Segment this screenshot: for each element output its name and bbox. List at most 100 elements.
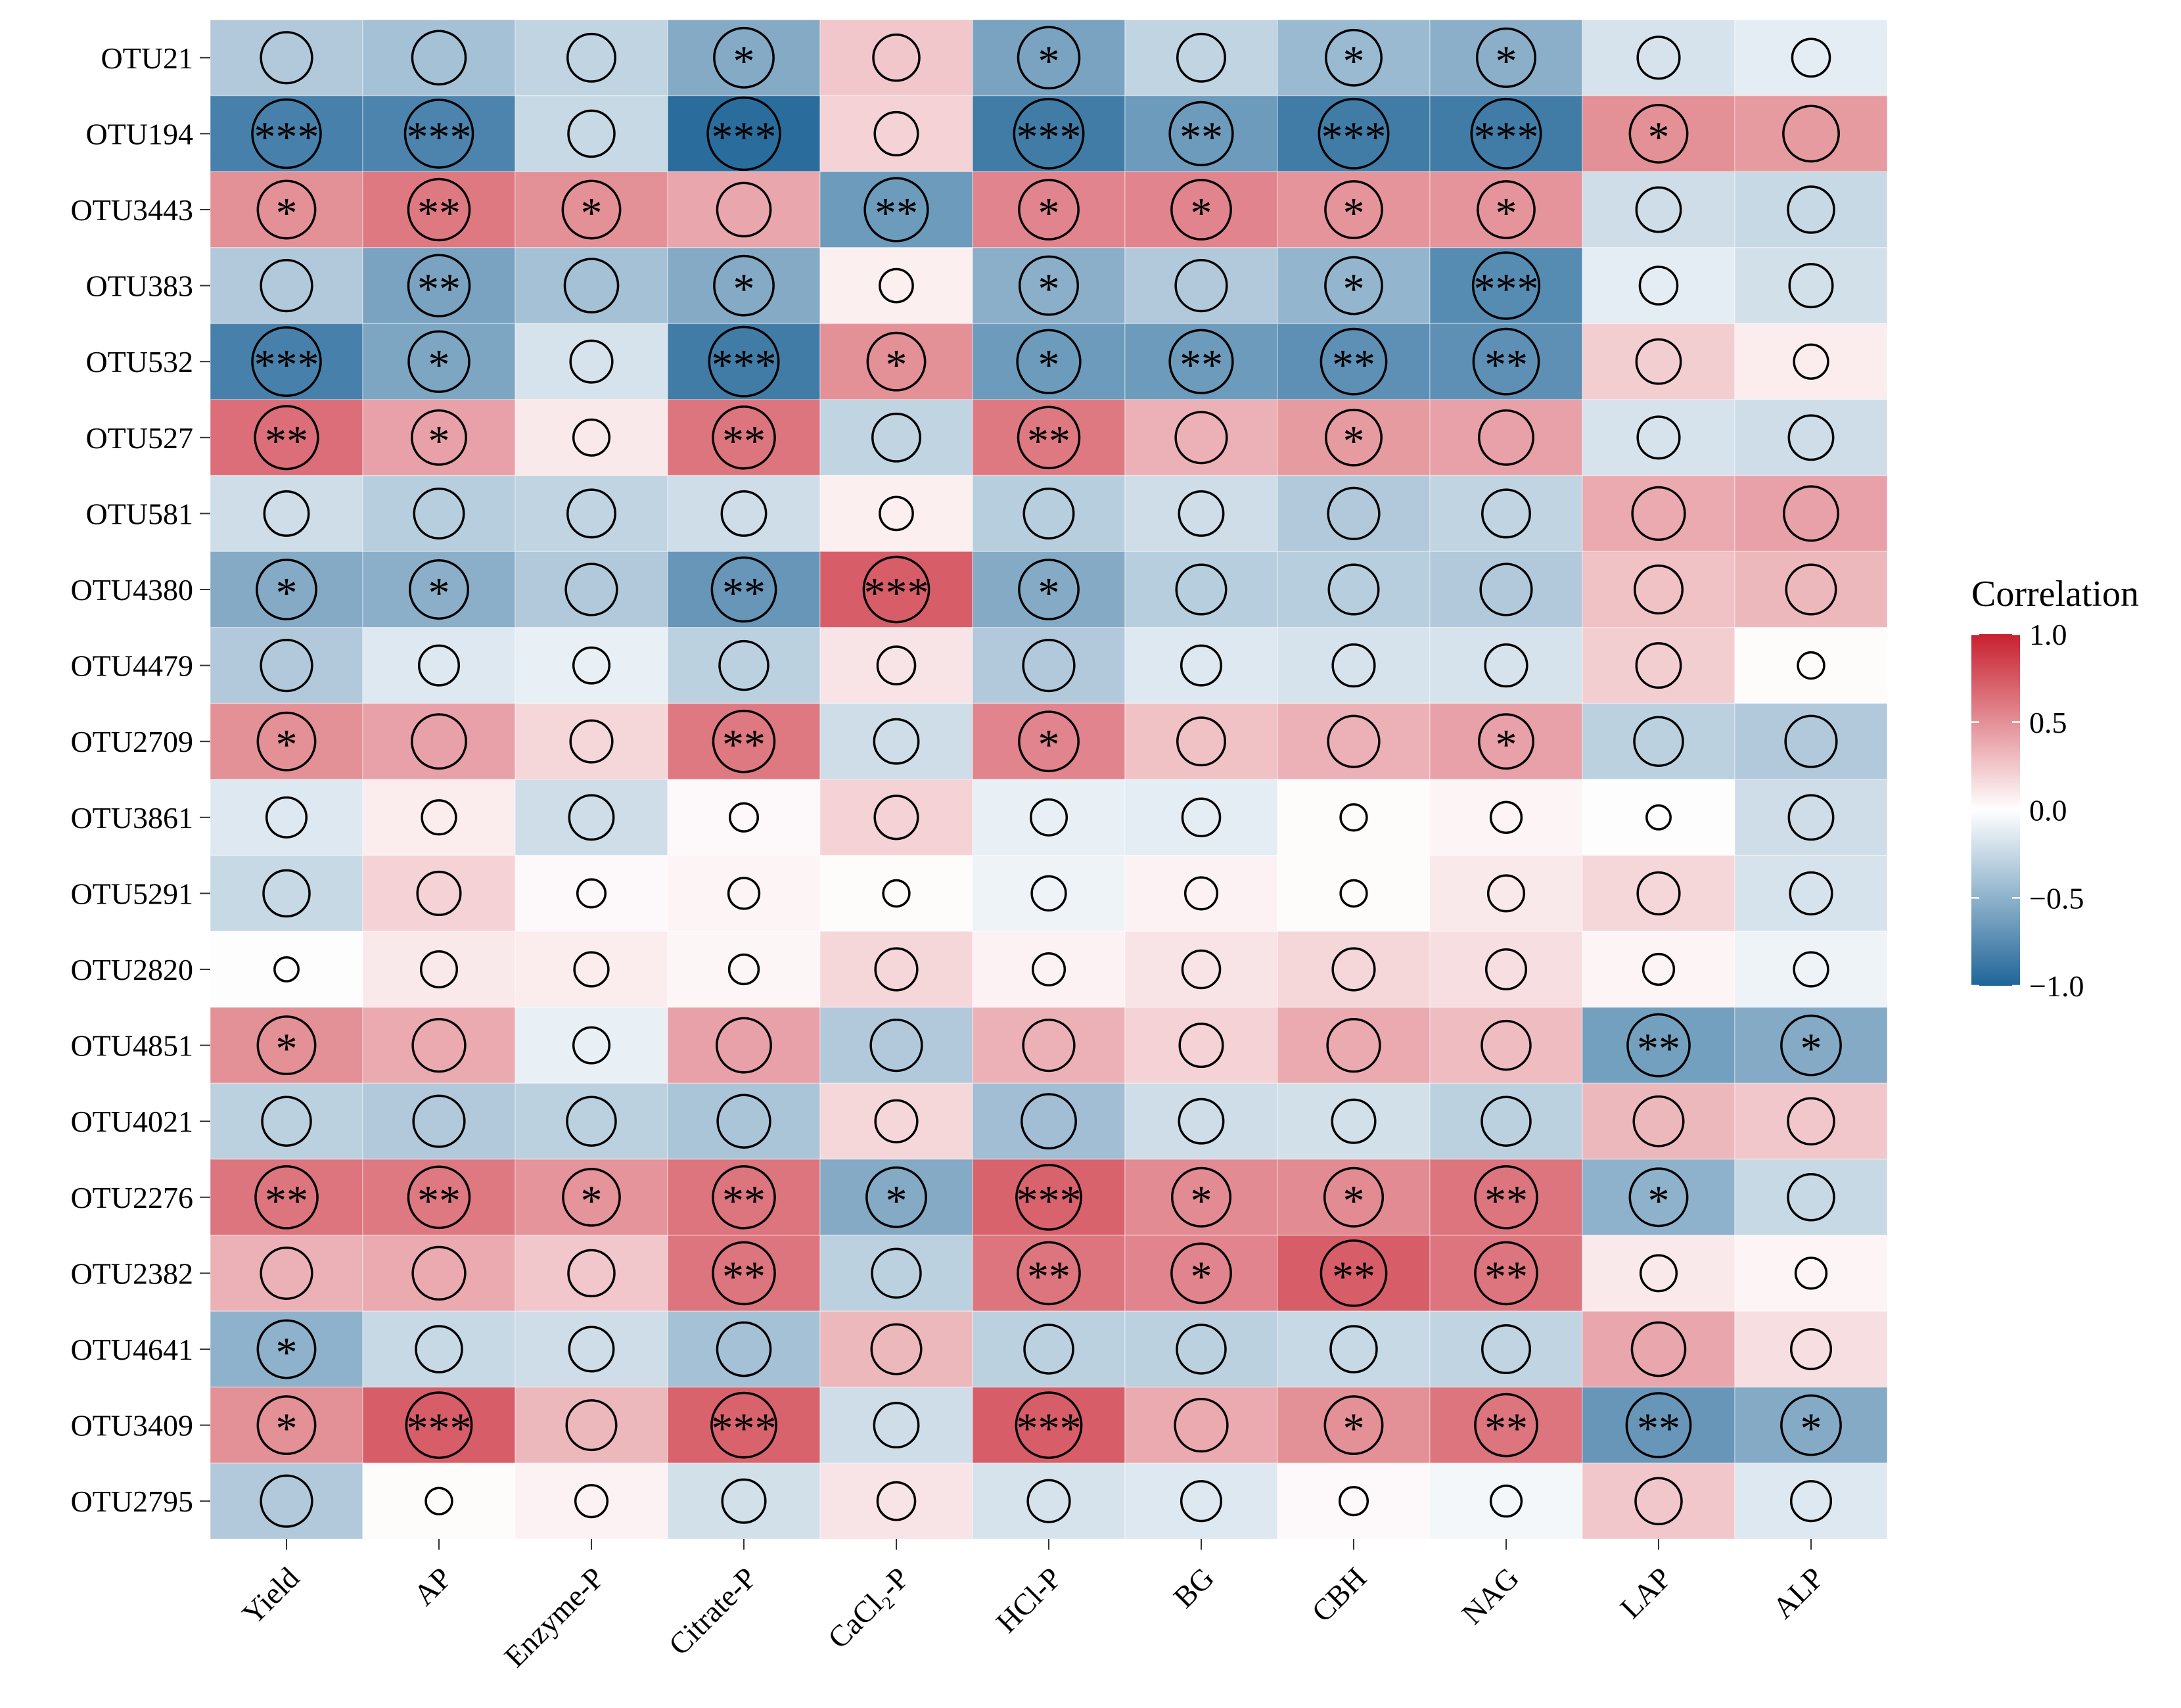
correlation-circle: [1324, 180, 1383, 239]
row-label: OTU4380: [70, 573, 193, 607]
correlation-circle: [1793, 343, 1829, 380]
color-legend: Correlation 1.0 0.5 0.0 −0.5 −1.0: [1971, 574, 2139, 1003]
heatmap-cell: [972, 1310, 1126, 1388]
heatmap-cell: [819, 247, 973, 325]
heatmap-cell: [210, 323, 363, 400]
correlation-circle: [260, 31, 313, 85]
correlation-circle: [1628, 103, 1689, 164]
row-label: OTU21: [101, 41, 193, 75]
heatmap-cell: [1429, 779, 1583, 856]
heatmap-cell: [515, 1082, 668, 1160]
significance-mark: *: [428, 341, 450, 389]
heatmap-cell: [515, 779, 668, 856]
correlation-circle: [1023, 1324, 1074, 1375]
correlation-circle: [1168, 101, 1234, 167]
correlation-circle: [1478, 409, 1534, 466]
significance-mark: ***: [1474, 265, 1539, 313]
heatmap-cell: [362, 551, 516, 628]
significance-mark: *: [886, 341, 907, 389]
heatmap-cell: [515, 323, 668, 400]
heatmap-cell: [819, 171, 973, 248]
correlation-circle: [573, 951, 610, 988]
correlation-circle: [1626, 1013, 1691, 1078]
heatmap-cell: [819, 1387, 973, 1464]
correlation-circle: [417, 644, 461, 687]
heatmap-cell: [1124, 703, 1278, 780]
heatmap-cell: [210, 1007, 363, 1084]
correlation-circle: [1175, 563, 1228, 616]
column-label: Enzyme-P: [498, 1561, 611, 1674]
row-label: OTU527: [85, 421, 193, 455]
heatmap-cell: [1582, 551, 1735, 628]
correlation-circle: [1176, 1324, 1227, 1375]
correlation-circle: [256, 179, 317, 240]
correlation-circle: [254, 1165, 319, 1230]
heatmap-cell: [972, 551, 1126, 628]
correlation-circle: [416, 870, 462, 916]
significance-mark: *: [1801, 1405, 1822, 1453]
correlation-circle: [1325, 28, 1383, 87]
significance-mark: *: [1191, 189, 1212, 237]
correlation-circle: [1470, 97, 1542, 170]
correlation-circle: [1320, 1239, 1388, 1307]
heatmap-cell: [1582, 627, 1735, 704]
correlation-circle: [1174, 411, 1228, 465]
correlation-circle: [263, 490, 310, 537]
heatmap-cell: [1734, 171, 1888, 248]
correlation-circle: [572, 1026, 611, 1065]
correlation-circle: [563, 258, 620, 313]
significance-mark: ***: [1321, 113, 1387, 161]
significance-mark: *: [276, 1405, 298, 1453]
correlation-circle: [873, 718, 920, 765]
column-label: BG: [1167, 1561, 1220, 1614]
heatmap-cell: [819, 703, 973, 780]
correlation-circle: [1338, 1486, 1369, 1517]
correlation-circle: [1633, 716, 1684, 767]
significance-mark: *: [581, 1177, 603, 1225]
significance-mark: *: [428, 569, 450, 617]
correlation-circle: [572, 418, 611, 457]
correlation-circle: [1787, 794, 1835, 841]
heatmap-cell: [1429, 1387, 1583, 1464]
correlation-circle: [1481, 1096, 1532, 1147]
correlation-circle: [1474, 1393, 1538, 1458]
correlation-circle: [415, 1325, 463, 1373]
correlation-circle: [260, 259, 313, 313]
correlation-circle: [1022, 1019, 1076, 1073]
heatmap-cell: [515, 1310, 668, 1388]
heatmap-cell: [1124, 1310, 1278, 1388]
correlation-circle: [1474, 1241, 1538, 1306]
heatmap-cell: [1582, 1082, 1735, 1160]
significance-mark: *: [1038, 37, 1060, 85]
correlation-circle: [873, 795, 919, 841]
significance-mark: **: [722, 569, 766, 617]
correlation-circle: [1789, 1327, 1833, 1371]
significance-mark: *: [1496, 37, 1517, 85]
heatmap-cell: [515, 1234, 668, 1312]
heatmap-cell: [1429, 1234, 1583, 1312]
correlation-circle: [1331, 947, 1376, 992]
significance-mark: *: [1343, 189, 1365, 237]
heatmap-cell: [1429, 247, 1583, 325]
correlation-circle: [708, 325, 780, 398]
correlation-circle: [1015, 1163, 1082, 1231]
correlation-circle: [865, 1166, 927, 1228]
heatmap-cell: [819, 779, 973, 856]
correlation-circle: [251, 326, 322, 397]
correlation-circle: [1174, 259, 1228, 313]
correlation-circle: [1327, 714, 1381, 768]
correlation-circle: [1787, 1097, 1835, 1145]
significance-mark: *: [1801, 1025, 1822, 1073]
correlation-circle: [1017, 405, 1081, 470]
correlation-circle: [1323, 1166, 1385, 1228]
correlation-circle: [1789, 871, 1833, 915]
significance-mark: *: [276, 569, 298, 617]
significance-mark: *: [1191, 1177, 1212, 1225]
correlation-circle: [256, 1015, 317, 1076]
heatmap-cell: [1124, 1159, 1278, 1236]
significance-mark: *: [276, 189, 298, 237]
correlation-circle: [1017, 1241, 1081, 1306]
correlation-circle: [1178, 1097, 1225, 1145]
correlation-circle: [411, 713, 467, 770]
heatmap-cell: [1277, 1234, 1431, 1312]
